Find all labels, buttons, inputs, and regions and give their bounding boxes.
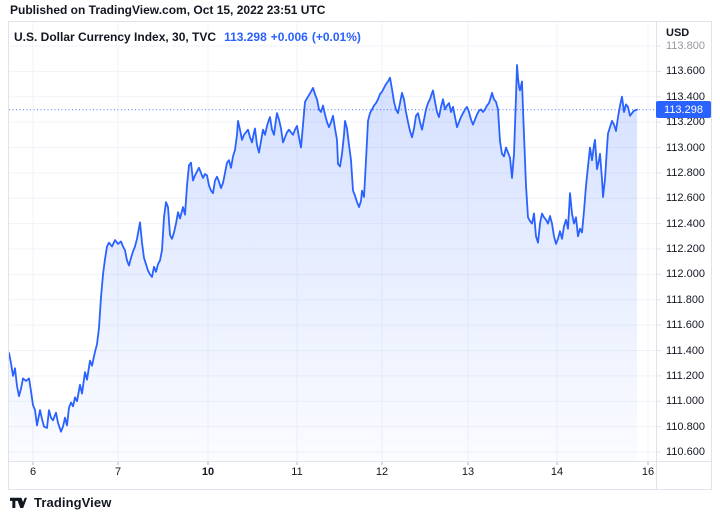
legend-last-price: 113.298 <box>224 30 267 44</box>
price-tick-label: 112.000 <box>666 268 705 281</box>
price-tick-label: 112.400 <box>666 217 705 230</box>
last-price-badge: 113.298 <box>656 101 711 119</box>
price-tick-label: 111.800 <box>666 293 705 306</box>
price-tick-label: 110.800 <box>666 420 705 433</box>
time-tick-label: 7 <box>114 466 122 478</box>
time-tick-label: 14 <box>550 466 564 478</box>
price-tick-label: 113.400 <box>666 90 705 103</box>
price-tick-label: 111.200 <box>666 369 705 382</box>
price-tick-label: 112.600 <box>666 192 705 205</box>
legend-change: +0.006 <box>270 30 308 44</box>
time-tick-label: 13 <box>461 466 475 478</box>
price-tick-label: 113.600 <box>666 65 705 78</box>
legend-change-percent: (+0.01%) <box>311 30 361 44</box>
legend-symbol-title: U.S. Dollar Currency Index, 30, TVC <box>14 30 217 44</box>
price-tick-label: 112.800 <box>666 166 705 179</box>
tradingview-logo-icon <box>10 497 27 508</box>
price-tick-label: 110.600 <box>666 446 705 458</box>
price-tick-label: 111.000 <box>666 395 705 408</box>
tradingview-attribution[interactable]: TradingView <box>10 495 111 510</box>
chart-legend: U.S. Dollar Currency Index, 30, TVC 113.2… <box>14 30 365 44</box>
price-axis-currency-label: USD <box>666 27 690 39</box>
price-tick-label: 113.800 <box>666 40 705 52</box>
price-area-series <box>8 64 656 461</box>
price-tick-label: 113.200 <box>666 116 705 129</box>
time-tick-label: 11 <box>291 466 303 478</box>
last-price-badge-value: 113.298 <box>664 103 703 116</box>
time-tick-label: 10 <box>201 466 215 478</box>
legend-values: 113.298 +0.006 (+0.01%) <box>224 30 365 44</box>
time-tick-label: 12 <box>375 466 389 478</box>
price-tick-label: 112.200 <box>666 243 705 255</box>
price-tick-label: 113.000 <box>666 141 705 154</box>
time-tick-label: 16 <box>641 466 655 478</box>
tradingview-brand-text: TradingView <box>34 495 112 510</box>
chart-frame-borders <box>8 21 712 490</box>
published-caption: Published on TradingView.com, Oct 15, 20… <box>10 3 326 17</box>
time-tick-label: 6 <box>29 466 37 478</box>
price-tick-label: 111.600 <box>666 319 705 332</box>
price-tick-label: 111.400 <box>666 344 705 357</box>
